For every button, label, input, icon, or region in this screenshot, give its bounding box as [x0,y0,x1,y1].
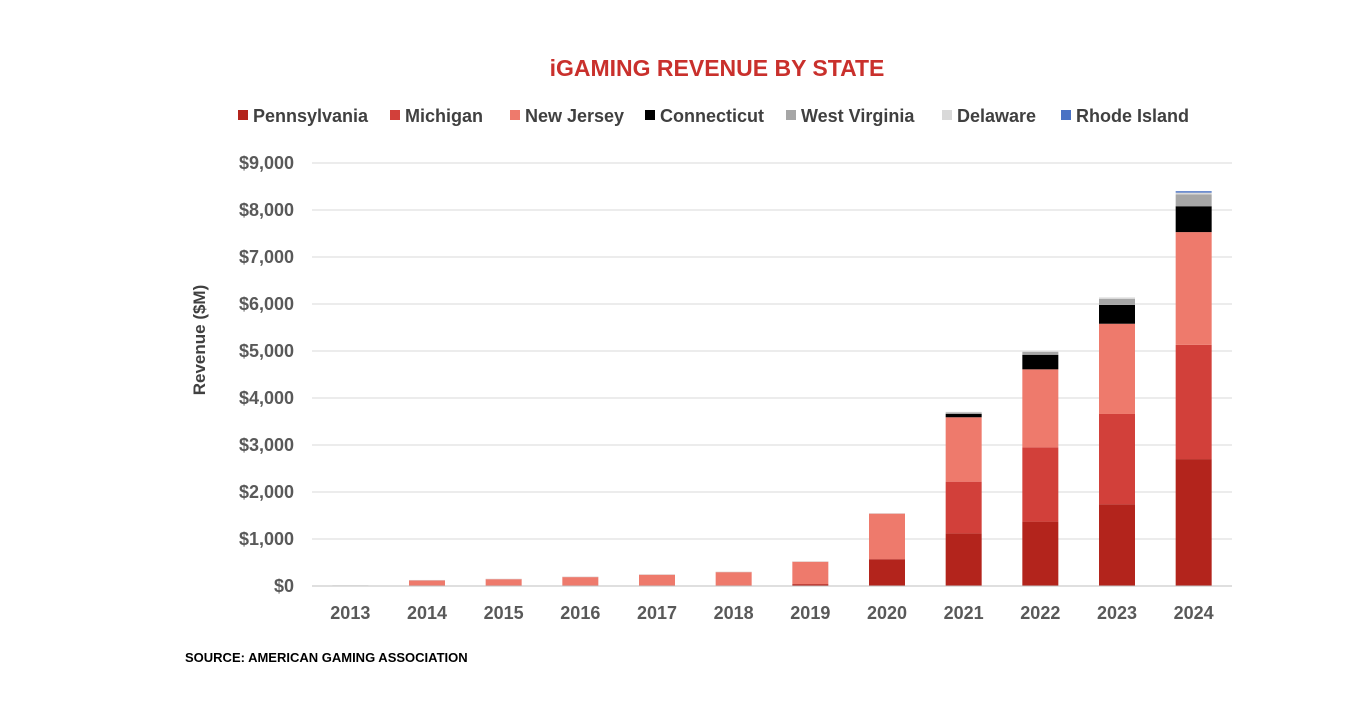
x-tick-label: 2017 [637,603,677,623]
bar-segment-delaware-2023 [1099,297,1135,299]
x-tick-label: 2021 [944,603,984,623]
legend-swatch [390,110,400,120]
bar-segment-pennsylvania-2023 [1099,504,1135,586]
legend-item-pennsylvania: Pennsylvania [238,106,369,126]
gridlines [312,162,1232,540]
legend-item-new-jersey: New Jersey [510,106,624,126]
legend-label: Michigan [405,106,483,126]
x-tick-label: 2023 [1097,603,1137,623]
bar-segment-michigan-2021 [945,481,982,534]
bar-segment-west-virginia-2024 [1175,194,1212,207]
legend-label: Connecticut [660,106,764,126]
bar-segment-connecticut-2024 [1175,206,1212,233]
x-tick-label: 2019 [790,603,830,623]
legend-item-michigan: Michigan [390,106,483,126]
legend-swatch [1061,110,1071,120]
bar-segment-rhode-island-2024 [1175,191,1212,193]
bar-segment-connecticut-2023 [1099,304,1135,324]
bar-segment-michigan-2024 [1175,344,1212,460]
bar-segment-delaware-2022 [1022,351,1059,352]
legend-item-connecticut: Connecticut [645,106,764,126]
bar-segment-delaware-2020 [869,513,905,514]
bar-segment-delaware-2024 [1175,192,1212,195]
x-tick-label: 2022 [1020,603,1060,623]
bar-segment-pennsylvania-2020 [869,559,905,586]
bar-segment-west-virginia-2021 [945,412,982,414]
bar-segment-delaware-2019 [792,561,829,562]
bar-segment-new-jersey-2018 [715,571,752,586]
bar-segment-new-jersey-2024 [1175,232,1212,345]
bar-segment-delaware-2018 [715,571,752,573]
bar-segment-pennsylvania-2024 [1175,459,1212,586]
bar-segment-new-jersey-2019 [792,561,829,585]
bar-segment-pennsylvania-2019 [792,584,829,586]
bar-segment-connecticut-2021 [945,413,982,418]
y-axis-label: Revenue ($M) [190,285,209,396]
bar-segment-delaware-2014 [409,579,445,581]
y-tick-label: $7,000 [239,247,294,267]
x-tick-label: 2020 [867,603,907,623]
bar-segment-delaware-2021 [945,411,982,413]
bar-segment-delaware-2016 [562,576,599,578]
source-note: SOURCE: AMERICAN GAMING ASSOCIATION [185,650,468,665]
legend-swatch [786,110,796,120]
y-tick-label: $5,000 [239,341,294,361]
bar-segment-michigan-2022 [1022,447,1059,522]
y-tick-label: $4,000 [239,388,294,408]
bar-segment-pennsylvania-2021 [945,533,982,586]
x-tick-label: 2024 [1174,603,1214,623]
bar-segment-connecticut-2022 [1022,354,1059,370]
bar-segment-west-virginia-2023 [1099,298,1135,305]
x-tick-label: 2015 [484,603,524,623]
y-tick-label: $6,000 [239,294,294,314]
bar-segment-new-jersey-2014 [409,580,445,586]
bar-segment-new-jersey-2015 [485,578,522,586]
x-axis-ticks: 2013 2014 2015 2016 2017 2018 2019 2020 2021 2022… [330,603,1213,623]
bar-segment-delaware-2017 [639,574,675,575]
legend-item-west-virginia: West Virginia [786,106,915,126]
chart-title: iGAMING REVENUE BY STATE [550,55,885,81]
legend-label: New Jersey [525,106,624,126]
legend-label: Rhode Island [1076,106,1189,126]
x-tick-label: 2016 [560,603,600,623]
bar-segment-new-jersey-2017 [639,574,675,586]
legend-label: West Virginia [801,106,915,126]
legend-item-delaware: Delaware [942,106,1036,126]
bar-segment-new-jersey-2023 [1099,323,1135,414]
y-tick-label: $3,000 [239,435,294,455]
bar-segment-new-jersey-2022 [1022,369,1059,448]
y-tick-label: $9,000 [239,153,294,173]
bar-segment-pennsylvania-2022 [1022,521,1059,586]
bar-segment-west-virginia-2022 [1022,351,1059,355]
x-tick-label: 2013 [330,603,370,623]
legend-label: Delaware [957,106,1036,126]
legend-swatch [510,110,520,120]
legend: Pennsylvania Michigan New Jersey Connecticu… [238,106,1189,126]
y-tick-label: $2,000 [239,482,294,502]
bar-segment-new-jersey-2021 [945,417,982,482]
legend-swatch [942,110,952,120]
y-tick-label: $8,000 [239,200,294,220]
bars [332,191,1212,587]
bar-segment-new-jersey-2016 [562,576,599,586]
legend-swatch [238,110,248,120]
legend-item-rhode-island: Rhode Island [1061,106,1189,126]
bar-segment-michigan-2023 [1099,413,1135,505]
y-axis-ticks: $0 $1,000 $2,000 $3,000 $4,000 $5,000 $6,000 $7… [239,153,294,596]
bar-segment-new-jersey-2020 [869,513,905,560]
y-tick-label: $1,000 [239,529,294,549]
legend-label: Pennsylvania [253,106,369,126]
x-tick-label: 2014 [407,603,447,623]
bar-segment-delaware-2015 [485,578,522,580]
x-tick-label: 2018 [714,603,754,623]
y-tick-label: $0 [274,576,294,596]
legend-swatch [645,110,655,120]
